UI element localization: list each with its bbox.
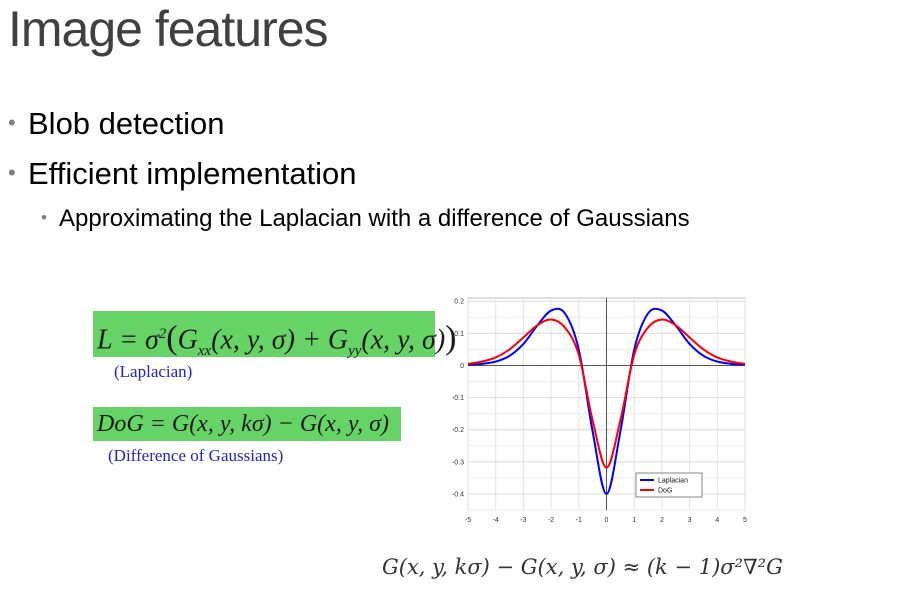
slide-title: Image features (8, 1, 329, 57)
x-tick-label: 4 (715, 517, 719, 524)
bullet-dot: • (8, 110, 16, 135)
laplacian-equation: L = σ2(Gxx(x, y, σ) + Gyy(x, y, σ)) (93, 311, 457, 359)
bullet-blob-detection: • Blob detection (8, 106, 225, 142)
dog-equation: DoG = G(x, y, kσ) − G(x, y, σ) (93, 407, 401, 441)
x-tick-label: 0 (605, 517, 609, 524)
y-tick-label: -0.3 (452, 459, 464, 466)
series-line-laplacian (467, 307, 746, 495)
bullet-text: Efficient implementation (28, 156, 357, 191)
laplacian-dog-chart: -5 -4 -3 -2 -1 0 1 2 3 4 5 0.2 0.1 0 -0.1 -0.2 -0.3 -0.4 L… (452, 297, 747, 524)
x-tick-label: -1 (576, 517, 582, 524)
bullet-dot: • (41, 208, 47, 227)
x-tick-label: -3 (520, 517, 526, 524)
y-tick-label: -0.2 (452, 427, 464, 434)
series-line-dog (467, 318, 746, 469)
y-tick-label: -0.4 (452, 491, 464, 498)
y-tick-label: 0 (460, 363, 464, 370)
y-tick-label: 0.2 (454, 299, 464, 306)
bullet-dot: • (8, 160, 16, 185)
sub-bullet-approximation: • Approximating the Laplacian with a dif… (41, 205, 690, 233)
x-tick-label: -2 (548, 517, 554, 524)
legend-label: Laplacian (658, 478, 688, 485)
bullet-text: Approximating the Laplacian with a diffe… (59, 205, 690, 232)
x-tick-label: -5 (465, 517, 471, 524)
dog-caption: (Difference of Gaussians) (108, 446, 284, 465)
legend-box (635, 472, 703, 498)
bullet-efficient-implementation: • Efficient implementation (8, 156, 357, 192)
x-tick-label: 1 (632, 517, 636, 524)
bullet-text: Blob detection (28, 106, 225, 141)
x-tick-label: 2 (660, 517, 664, 524)
laplacian-caption: (Laplacian) (114, 362, 193, 381)
y-tick-label: 0.1 (454, 331, 464, 338)
legend-label: DoG (658, 488, 672, 495)
x-tick-label: 3 (688, 517, 692, 524)
y-tick-label: -0.1 (452, 395, 464, 402)
approximation-equation: G(x, y, kσ) − G(x, y, σ) ≈ (k − 1)σ²∇²G (382, 555, 783, 579)
x-tick-label: -4 (493, 517, 499, 524)
x-tick-label: 5 (743, 517, 747, 524)
